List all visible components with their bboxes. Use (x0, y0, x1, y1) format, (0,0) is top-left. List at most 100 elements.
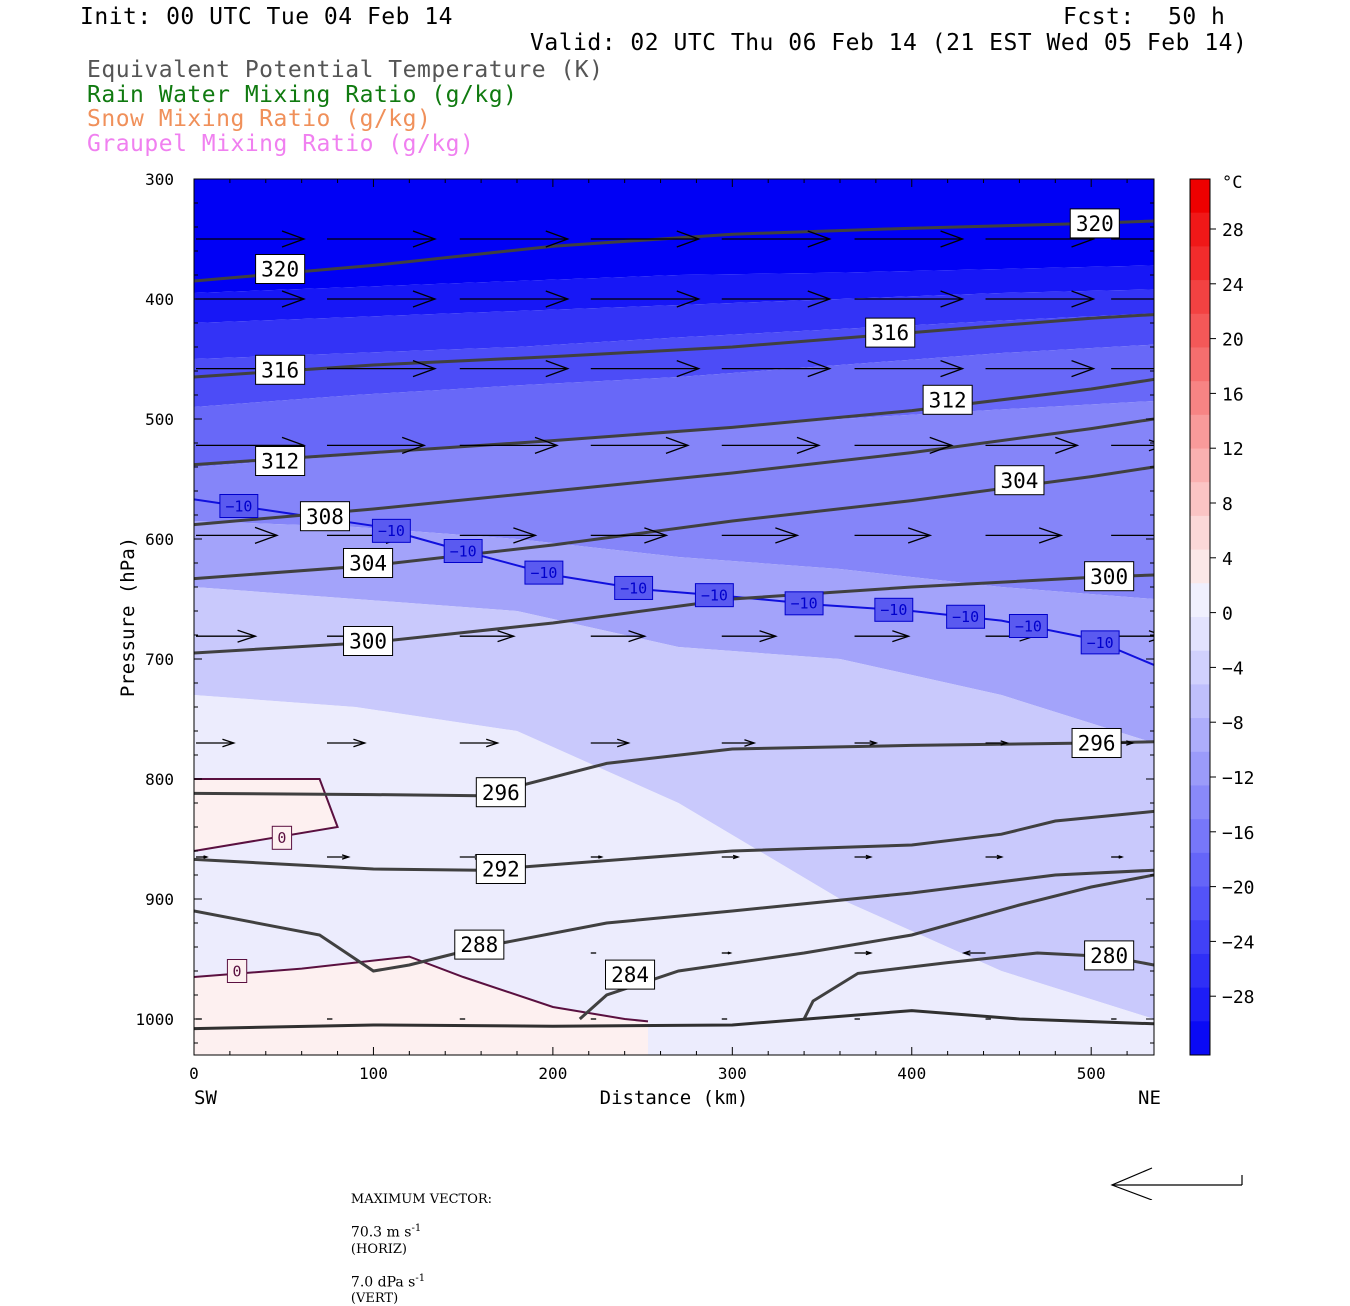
colorbar-segment-18 (1190, 785, 1210, 820)
wind-vector-head (513, 527, 538, 544)
colorbar-frame (1189, 178, 1211, 1056)
horiz-unit: (HORIZ) (350, 1241, 408, 1257)
colorbar-segment-11 (1190, 549, 1210, 584)
wind-vector-head (940, 359, 965, 378)
contour-label-box (1069, 208, 1120, 239)
wind-vector-head (1000, 740, 1010, 746)
wind-vector-head (807, 230, 832, 248)
plot-frame (193, 178, 1155, 1056)
colorbar-tick-label: −20 (1222, 878, 1255, 899)
colorbar-segment-20 (1190, 852, 1210, 888)
colorbar-segment-6 (1190, 381, 1210, 416)
x-tick-label: 0 (189, 1064, 199, 1083)
legend-snow: Snow Mixing Ratio (g/kg) (87, 106, 432, 132)
wind-vector-head (940, 290, 965, 308)
wind-vector-head (598, 855, 604, 859)
x-tick-label: 300 (718, 1064, 747, 1083)
contour-label-text: −10 (1015, 617, 1042, 635)
contour-label-box (371, 518, 411, 543)
wind-vector-head (807, 359, 832, 378)
contour-label-text: 292 (482, 858, 520, 882)
contour-label-box (1084, 561, 1135, 592)
vert-value: 7.0 dPa s (350, 1274, 416, 1291)
colorbar-unit-label: °C (1222, 173, 1242, 193)
valid-time-label: Valid: 02 UTC Thu 06 Feb 14 (21 EST Wed … (530, 30, 1248, 56)
wind-vector-head (869, 740, 879, 746)
colorbar-segment-16 (1190, 718, 1210, 753)
wind-vector-head (412, 290, 437, 308)
y-tick-label: 500 (145, 410, 174, 429)
legend-rain-water: Rain Water Mixing Ratio (g/kg) (87, 82, 518, 108)
y-axis-label: Pressure (hPa) (117, 537, 139, 697)
colorbar-segment-19 (1190, 819, 1210, 854)
contour-label-text: 304 (1000, 469, 1038, 493)
contour-label-text: 312 (261, 450, 299, 474)
theta-e-line-1 (194, 313, 1154, 379)
contour-label-text: 316 (871, 321, 909, 345)
contour-label-text: 300 (349, 630, 387, 654)
wind-vector-head (353, 738, 367, 748)
wind-vector-head (732, 854, 741, 860)
horiz-exponent: -1 (411, 1223, 422, 1234)
colorbar-segment-15 (1190, 684, 1210, 719)
contour-label-text: 320 (1076, 212, 1114, 236)
contour-label-box (1071, 728, 1122, 758)
x-tick-label: 200 (538, 1064, 567, 1083)
contour-label-box (255, 446, 306, 476)
colorbar-segment-9 (1190, 482, 1210, 517)
contour-label-text: 284 (611, 963, 649, 987)
wind-vector-head (412, 230, 437, 248)
contour-label-text: 316 (261, 358, 299, 382)
wind-vector-head (401, 436, 427, 455)
theta-e-line-9 (578, 873, 1154, 1021)
temperature-band-7 (194, 587, 1154, 1019)
colorbar: 28 24 20 16 12 8 4 0 −4 −8 −12 −16 −20 −24 −28 (1189, 178, 1255, 1056)
colorbar-segment-1 (1190, 212, 1210, 247)
wind-vector-head (665, 436, 690, 455)
contour-label-box (874, 597, 914, 622)
colorbar-segment-2 (1190, 246, 1210, 281)
y-tick-label: 800 (145, 770, 174, 789)
contour-label-box (475, 777, 526, 808)
contour-label-box (946, 604, 986, 629)
contour-label-text: 300 (1090, 565, 1128, 589)
temperature-band-2 (194, 289, 1154, 359)
contour-label-box (524, 560, 564, 585)
x-axis-left-end: SW (194, 1087, 217, 1109)
wind-vector-head (865, 854, 873, 860)
wind-vector-head (254, 526, 279, 545)
colorbar-segment-8 (1190, 448, 1210, 483)
temperature-band-0 (194, 179, 1154, 293)
cross-section-chart: −10 −10 −10 −10 −10 −10 −10 −10 −10 −10 −10 0 0 320 32… (117, 170, 1255, 1200)
contour-label-box (443, 539, 483, 563)
colorbar-tick-label: 8 (1222, 494, 1233, 515)
x-tick-label: 400 (897, 1064, 926, 1083)
colorbar-tick-label: −4 (1222, 658, 1244, 679)
colorbar-segment-0 (1190, 179, 1210, 214)
x-axis-right-end: NE (1138, 1087, 1161, 1109)
wind-vector-head (796, 436, 821, 455)
wind-vector-head (676, 290, 701, 308)
contour-label-text: 0 (233, 962, 242, 980)
contour-label-text: 312 (929, 388, 967, 412)
wind-vector-head (644, 527, 669, 544)
wind-vector-head (940, 230, 965, 248)
wind-vector-head (759, 630, 778, 643)
colorbar-segment-10 (1190, 515, 1210, 551)
contour-label-box (343, 626, 394, 656)
contour-label-box (614, 575, 654, 600)
contour-label-box (475, 854, 526, 884)
temperature-band-6 (194, 521, 1154, 743)
forecast-hour-value: 50 h (1168, 4, 1226, 30)
colorbar-tick-label: 12 (1222, 439, 1244, 460)
contour-label-text: 280 (1090, 944, 1128, 968)
colorbar-tick-label: 28 (1222, 220, 1244, 241)
wind-vector-head (996, 854, 1004, 860)
wind-vector-head (1055, 436, 1080, 455)
wind-vector-head (617, 738, 631, 748)
reference-vector-arrow (1110, 1167, 1243, 1200)
contour-label-box (605, 959, 656, 990)
theta-e-line-11 (194, 1009, 1154, 1031)
wind-vector-head (1071, 359, 1096, 378)
wind-vectors (196, 230, 1154, 1020)
